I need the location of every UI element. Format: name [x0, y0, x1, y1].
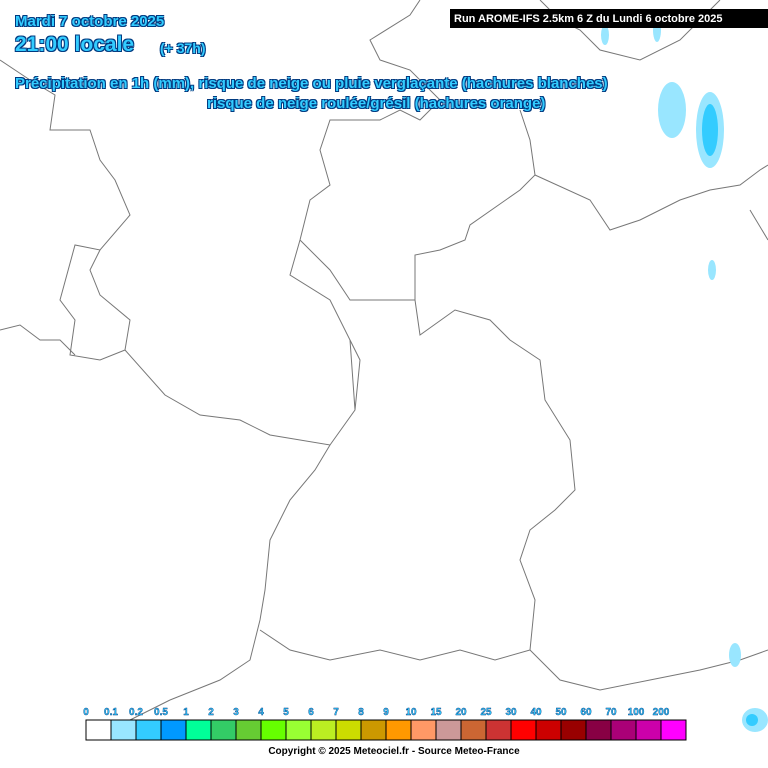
legend-label: 6: [308, 707, 314, 718]
legend-swatch: [260, 719, 287, 741]
rain-area: [708, 260, 716, 280]
legend-swatch: [160, 719, 187, 741]
legend-label: 0.1: [104, 707, 118, 718]
time: 21:00 locale: [15, 33, 135, 56]
legend-label: 70: [605, 707, 617, 718]
legend-label: 0: [83, 707, 89, 718]
legend-swatch: [360, 719, 387, 741]
run-info: Run AROME-IFS 2.5km 6 Z du Lundi 6 octob…: [454, 13, 723, 25]
rain-area: [601, 25, 609, 45]
subtitle: risque de neige roulée/grésil (hachures …: [207, 95, 546, 112]
subtitle: Précipitation en 1h (mm), risque de neig…: [15, 75, 608, 92]
rain-area: [729, 643, 741, 667]
rain-area: [658, 82, 686, 138]
legend-swatch: [435, 719, 462, 741]
legend-swatch: [235, 719, 262, 741]
legend-swatch: [110, 719, 137, 741]
legend-label: 50: [555, 707, 567, 718]
legend-swatch: [560, 719, 587, 741]
legend-label: 60: [580, 707, 592, 718]
legend-swatch: [610, 719, 637, 741]
legend-swatch: [460, 719, 487, 741]
legend-swatch: [310, 719, 337, 741]
legend-label: 8: [358, 707, 364, 718]
legend-label: 40: [530, 707, 542, 718]
lead-time: (+ 37h): [160, 40, 206, 56]
legend-label: 20: [455, 707, 467, 718]
legend-label: 30: [505, 707, 517, 718]
date: Mardi 7 octobre 2025: [15, 13, 165, 30]
legend-swatch: [185, 719, 212, 741]
legend-swatch: [285, 719, 312, 741]
legend-label: 1: [183, 707, 189, 718]
legend-label: 7: [333, 707, 339, 718]
legend-label: 0.5: [154, 707, 168, 718]
legend: 0 0.1 0.2 0.5 1 2 3 4 5 6 7 8 9 10 15 20 25 30 40 50 60 70 100…: [83, 707, 687, 741]
legend-label: 3: [233, 707, 239, 718]
legend-label: 5: [283, 707, 289, 718]
legend-label: 25: [480, 707, 492, 718]
legend-swatch: [410, 719, 437, 741]
copyright: Copyright © 2025 Meteociel.fr - Source M…: [268, 746, 520, 757]
legend-swatch: [85, 719, 112, 741]
legend-swatch: [385, 719, 412, 741]
legend-swatch: [210, 719, 237, 741]
legend-swatch: [335, 719, 362, 741]
legend-swatch: [485, 719, 512, 741]
legend-label: 2: [208, 707, 214, 718]
legend-swatch: [535, 719, 562, 741]
precipitation: [601, 18, 768, 732]
legend-label: 200: [653, 707, 670, 718]
legend-swatch: [660, 719, 687, 741]
legend-label: 10: [405, 707, 417, 718]
legend-label: 9: [383, 707, 389, 718]
run-box: [450, 9, 768, 28]
legend-label: 4: [258, 707, 264, 718]
legend-label: 100: [628, 707, 645, 718]
legend-swatch: [635, 719, 662, 741]
legend-label: 0.2: [129, 707, 143, 718]
legend-swatch: [510, 719, 537, 741]
legend-swatch: [585, 719, 612, 741]
legend-swatch: [135, 719, 162, 741]
rain-area: [746, 714, 758, 726]
rain-area: [702, 104, 718, 156]
legend-label: 15: [430, 707, 442, 718]
